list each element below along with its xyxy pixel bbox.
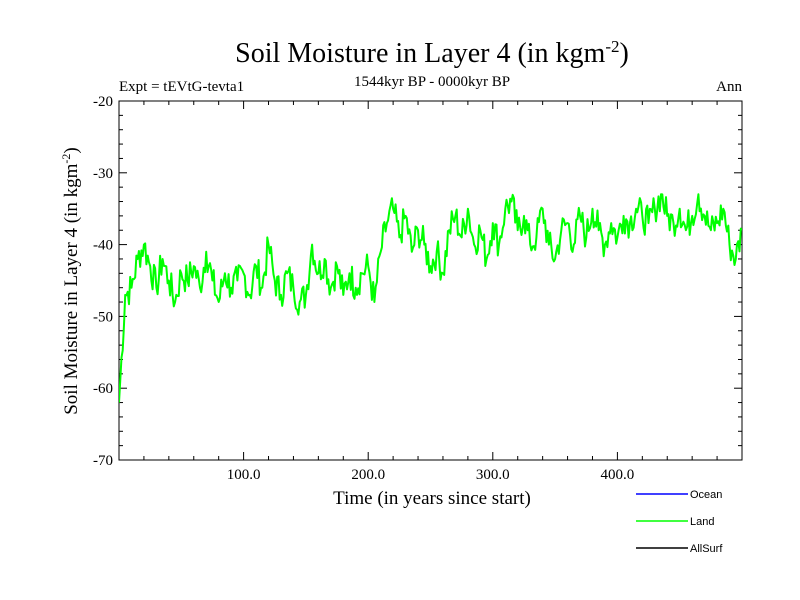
y-axis-label: Soil Moisture in Layer 4 (in kgm-2) bbox=[59, 147, 82, 415]
y-axis-label-text: Soil Moisture in Layer 4 (in kgm bbox=[61, 163, 82, 414]
plot-frame bbox=[118, 100, 743, 461]
y-tick-label: -50 bbox=[93, 309, 113, 325]
x-tick-label: 100.0 bbox=[227, 467, 261, 483]
chart-title-superscript: -2 bbox=[605, 37, 619, 56]
series-line-land bbox=[119, 193, 742, 403]
y-tick-label: -30 bbox=[93, 166, 113, 182]
series-layer bbox=[119, 193, 742, 403]
x-tick-label: 300.0 bbox=[476, 467, 510, 483]
legend-label-land: Land bbox=[690, 516, 714, 528]
y-axis-label-close: ) bbox=[61, 147, 82, 153]
y-tick-label: -60 bbox=[93, 381, 113, 397]
chart-title: Soil Moisture in Layer 4 (in kgm-2) bbox=[235, 37, 629, 69]
y-tick-label: -20 bbox=[93, 94, 113, 110]
x-tick-label: 200.0 bbox=[351, 467, 385, 483]
x-tick-label: 400.0 bbox=[601, 467, 635, 483]
x-axis: 100.0 200.0 300.0 400.0 bbox=[143, 101, 718, 483]
y-tick-label: -70 bbox=[93, 453, 113, 469]
x-axis-label: Time (in years since start) bbox=[333, 488, 531, 509]
chart-title-text: Soil Moisture in Layer 4 (in kgm bbox=[235, 38, 605, 69]
season-label: Ann bbox=[716, 79, 742, 95]
y-tick-label: -40 bbox=[93, 238, 113, 254]
legend-label-allsurf: AllSurf bbox=[690, 543, 723, 555]
chart-title-close: ) bbox=[620, 38, 629, 69]
y-axis: -70 -60 -50 -40 -30 -20 bbox=[93, 94, 742, 469]
chart-subtitle: 1544kyr BP - 0000kyr BP bbox=[354, 74, 510, 90]
legend: Ocean Land AllSurf bbox=[636, 489, 723, 555]
y-axis-label-superscript: -2 bbox=[59, 154, 73, 164]
legend-label-ocean: Ocean bbox=[690, 489, 722, 501]
experiment-label: Expt = tEVtG-tevta1 bbox=[119, 79, 244, 95]
